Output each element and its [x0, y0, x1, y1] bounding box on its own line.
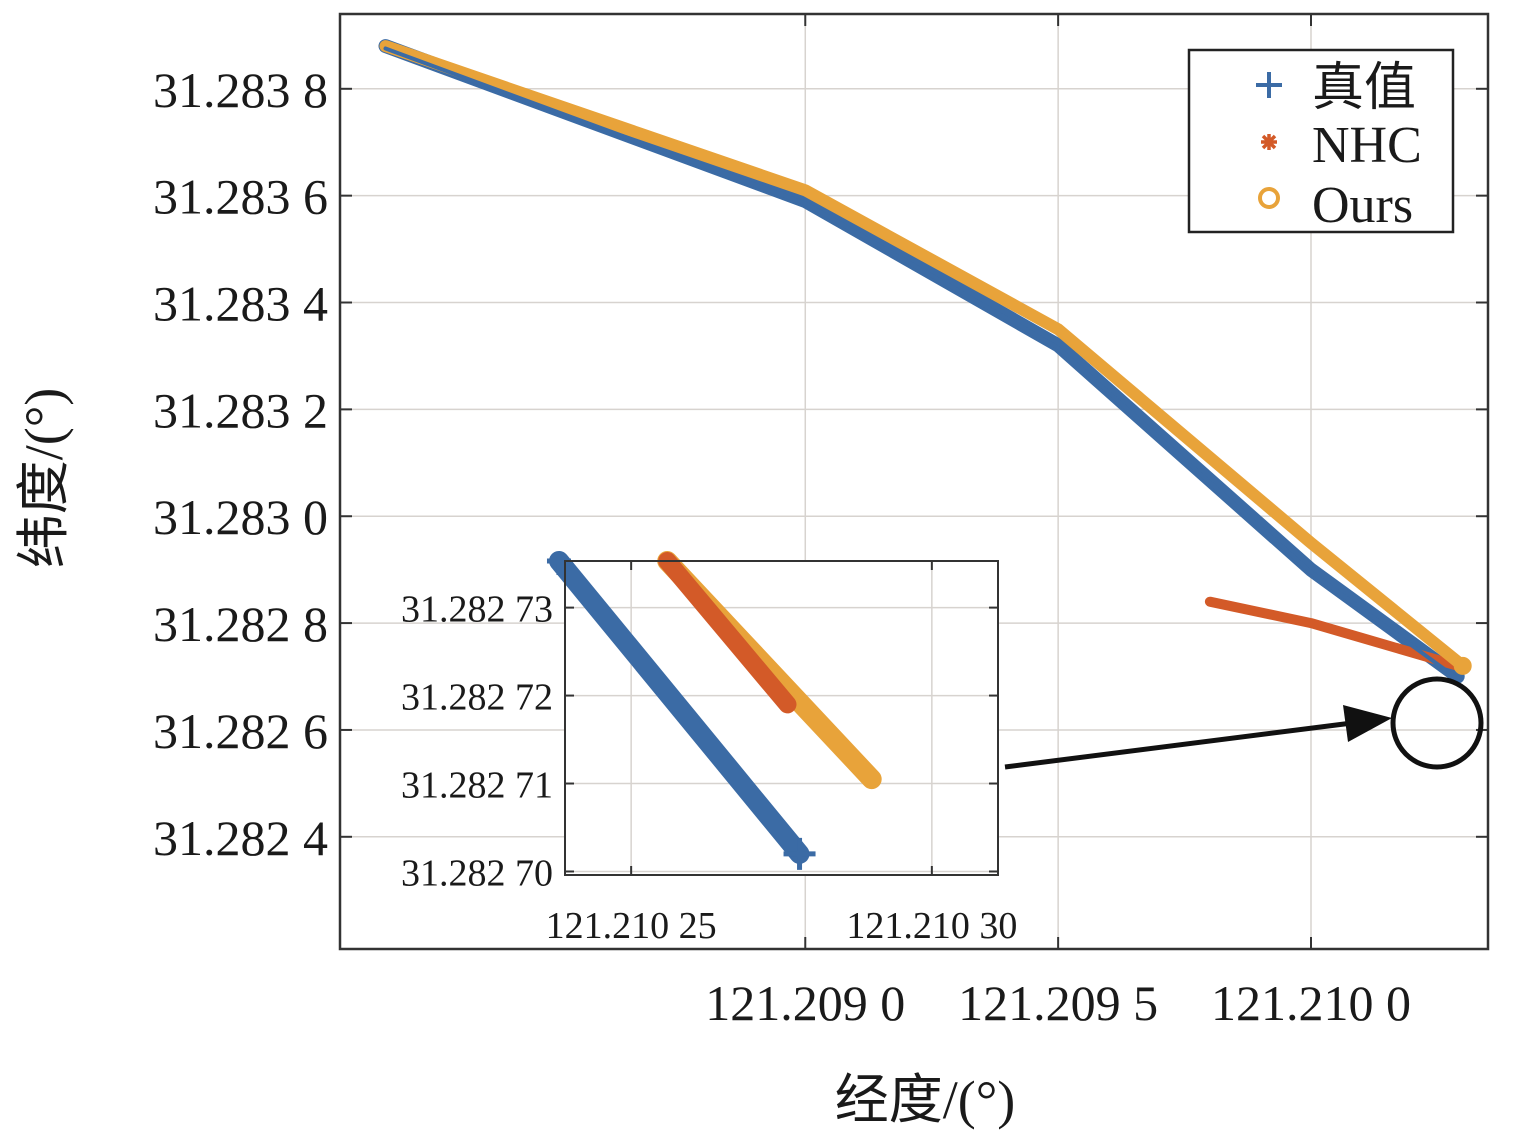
- legend-item-ours: Ours: [1258, 177, 1413, 234]
- main-series: [378, 39, 1472, 684]
- y-axis-label: 纬度/(°): [14, 388, 74, 569]
- y-tick-label: 31.283 0: [153, 489, 328, 545]
- inset-line-nhc: [658, 552, 797, 714]
- zoom-arrow-line: [1004, 719, 1361, 770]
- main-ticks: 121.209 0 121.209 5 121.210 0 31.282 4 31.28…: [153, 14, 1488, 1031]
- inset-plot: 121.210 25 121.210 30 31.282 70 31.282 71 31…: [401, 551, 1017, 947]
- main-plot-frame: [338, 12, 1490, 951]
- legend-circle-marker: [1258, 187, 1280, 209]
- inset-x-tick-label: 121.210 30: [846, 905, 1017, 947]
- zoom-arrow-head: [1343, 705, 1392, 742]
- series-line-nhc: [1204, 596, 1463, 671]
- y-tick-label: 31.283 6: [153, 169, 328, 225]
- legend-label-truth: 真值: [1312, 60, 1416, 117]
- y-tick-label: 31.283 8: [153, 62, 328, 118]
- series-line-truth-edge: [383, 46, 1460, 681]
- inset-y-tick-label: 31.282 71: [401, 765, 553, 807]
- x-tick-label: 121.209 0: [705, 975, 905, 1031]
- x-tick-label: 121.209 5: [958, 975, 1158, 1031]
- inset-y-tick-label: 31.282 73: [401, 589, 553, 631]
- inset-x-tick-label: 121.210 25: [546, 905, 717, 947]
- y-tick-label: 31.283 4: [153, 276, 328, 332]
- legend-item-truth: 真值: [1256, 60, 1416, 117]
- legend-label-nhc: NHC: [1312, 117, 1422, 174]
- y-tick-label: 31.283 2: [153, 382, 328, 438]
- inset-y-tick-label: 31.282 72: [401, 677, 553, 719]
- y-tick-label: 31.282 8: [153, 596, 328, 652]
- x-axis-label: 经度/(°): [835, 1070, 1016, 1130]
- x-tick-label: 121.210 0: [1211, 975, 1411, 1031]
- y-tick-label: 31.282 4: [153, 810, 328, 866]
- y-tick-label: 31.282 6: [153, 703, 328, 759]
- inset-ticks: 121.210 25 121.210 30 31.282 70 31.282 71 31…: [401, 561, 1017, 947]
- inset-series: [546, 551, 882, 870]
- inset-truth-end-marker: [783, 837, 816, 870]
- legend-plus-marker: [1256, 72, 1282, 98]
- zoom-circle: [1390, 676, 1484, 770]
- series-end-marker-ours: [1453, 656, 1472, 675]
- legend: 真值 NHC Ours: [1187, 48, 1455, 234]
- inset-line-truth: [549, 551, 810, 864]
- inset-y-tick-label: 31.282 70: [401, 852, 553, 894]
- legend-label-ours: Ours: [1312, 177, 1413, 234]
- inset-plot-frame: [564, 560, 999, 876]
- legend-item-nhc: NHC: [1261, 117, 1422, 174]
- legend-asterisk-marker: [1261, 134, 1277, 150]
- series-line-ours: [379, 40, 1469, 672]
- legend-box: [1187, 48, 1455, 234]
